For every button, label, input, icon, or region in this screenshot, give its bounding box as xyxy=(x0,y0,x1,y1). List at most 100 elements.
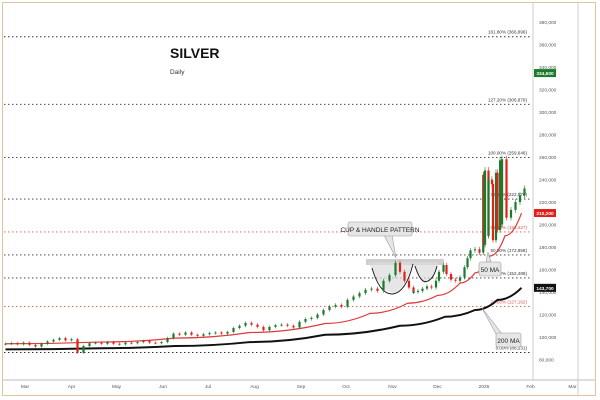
pattern-callout-box xyxy=(347,221,413,237)
ma200-callout-box xyxy=(495,332,522,348)
x-tick-label: May xyxy=(112,384,122,390)
ma200-pointer xyxy=(481,307,503,335)
y-tick-label: 180,000 xyxy=(539,245,557,251)
time-axis[interactable]: Mar Apr May Jun Jul Aug Sep Oct Nov Dec 2026 Feb Mar xyxy=(21,384,577,390)
fib-levels: 161.80% (366,896) 127.20% (306,876) 100.00… xyxy=(4,30,532,353)
candle-up xyxy=(70,339,73,341)
x-tick-label: Oct xyxy=(342,384,350,390)
candle-down xyxy=(76,339,79,353)
x-tick-label: Apr xyxy=(68,384,76,390)
candle-up xyxy=(364,289,367,294)
candle-up xyxy=(58,338,61,340)
candle-up xyxy=(136,342,139,344)
pattern-label: CUP & HANDLE PATTERN xyxy=(340,227,419,234)
y-tick-label: 100,000 xyxy=(539,335,557,341)
candle-up xyxy=(394,262,397,276)
cup-arc xyxy=(371,263,414,295)
ma50-price-tag xyxy=(534,209,556,218)
y-tick-label: 260,000 xyxy=(539,155,557,161)
y-tick-label: 140,000 xyxy=(539,290,557,296)
candle-down xyxy=(430,286,433,288)
pattern-pointer xyxy=(383,234,397,259)
price-tags: 334,600 210,200 143,700 xyxy=(534,69,556,292)
candle-up xyxy=(346,299,349,307)
chart-title: SILVER xyxy=(170,45,220,61)
fib-label: 100.00% (259,646) xyxy=(488,150,528,155)
candle-up xyxy=(274,325,277,327)
candle-down xyxy=(100,342,103,344)
candle-down xyxy=(412,287,415,292)
candle-up xyxy=(184,332,187,335)
candle-down xyxy=(178,333,181,335)
handle-arc xyxy=(414,265,438,283)
y-tick-label: 340,000 xyxy=(539,65,557,71)
candle-down xyxy=(403,271,406,281)
moving-averages xyxy=(5,212,523,351)
candle-up xyxy=(214,332,217,334)
candle-up xyxy=(509,209,513,218)
candle-up xyxy=(425,286,429,289)
candle-up xyxy=(52,339,55,342)
candle-up xyxy=(208,333,211,335)
y-tick-label: 360,000 xyxy=(539,43,557,49)
candle-down xyxy=(490,179,494,184)
candle-up xyxy=(388,275,391,281)
candle-up xyxy=(412,292,415,293)
candle-up xyxy=(202,334,205,336)
candle-down xyxy=(454,279,457,281)
candle-up xyxy=(106,342,109,344)
fib-label: 23.60% (127,162) xyxy=(490,299,527,304)
candle-down xyxy=(407,280,411,288)
last-price-tag xyxy=(534,69,556,78)
candle-down xyxy=(154,342,157,344)
candle-down xyxy=(491,184,495,241)
y-tick-label: 220,000 xyxy=(539,200,557,206)
y-tick-label: 380,000 xyxy=(539,20,557,26)
fib-label: 161.80% (366,896) xyxy=(488,30,528,35)
price-axis[interactable]: 80,000 100,000 120,000 140,000 160,000 180,00… xyxy=(539,20,557,364)
candle-down xyxy=(398,262,402,272)
candle-up xyxy=(358,293,361,297)
candle-down xyxy=(496,172,499,231)
candle-up xyxy=(352,296,355,300)
candle-down xyxy=(118,343,121,345)
candle-up xyxy=(124,342,127,345)
candle-down xyxy=(190,332,193,335)
candle-up xyxy=(238,325,241,328)
candle-up xyxy=(442,265,445,272)
ma50-callout-box xyxy=(478,261,502,277)
callouts: CUP & HANDLE PATTERN 50 MA 200 MA xyxy=(340,221,522,348)
x-tick-label: Sep xyxy=(297,384,306,390)
candle-up xyxy=(494,172,498,241)
x-tick-label: 2026 xyxy=(479,384,490,390)
x-tick-label: Jun xyxy=(159,384,167,390)
candle-up xyxy=(298,321,301,328)
candle-up xyxy=(4,343,7,345)
y-tick-label: 120,000 xyxy=(539,313,557,319)
ma50-line xyxy=(5,212,523,345)
x-tick-label: Feb xyxy=(526,384,535,390)
candles xyxy=(4,155,526,354)
candle-up xyxy=(88,343,91,346)
candle-up xyxy=(458,277,462,281)
y-tick-label: 240,000 xyxy=(539,178,557,184)
candle-down xyxy=(34,344,37,347)
candle-down xyxy=(16,343,19,345)
candle-up xyxy=(416,290,420,292)
candle-down xyxy=(196,334,199,336)
ma200-price-tag xyxy=(534,283,556,292)
candle-up xyxy=(142,340,145,343)
candle-down xyxy=(130,342,133,344)
candle-down xyxy=(449,274,453,280)
candle-up xyxy=(94,342,97,344)
ma200-line xyxy=(5,287,523,351)
fib-label: 0.00% (86,231) xyxy=(496,345,528,350)
candle-down xyxy=(505,159,508,218)
candle-up xyxy=(437,271,441,281)
y-tick-label: 80,000 xyxy=(539,358,554,364)
candle-up xyxy=(304,319,307,322)
candle-down xyxy=(292,325,295,328)
candle-down xyxy=(340,304,343,307)
fib-label: 38.20% (152,488) xyxy=(490,271,527,276)
